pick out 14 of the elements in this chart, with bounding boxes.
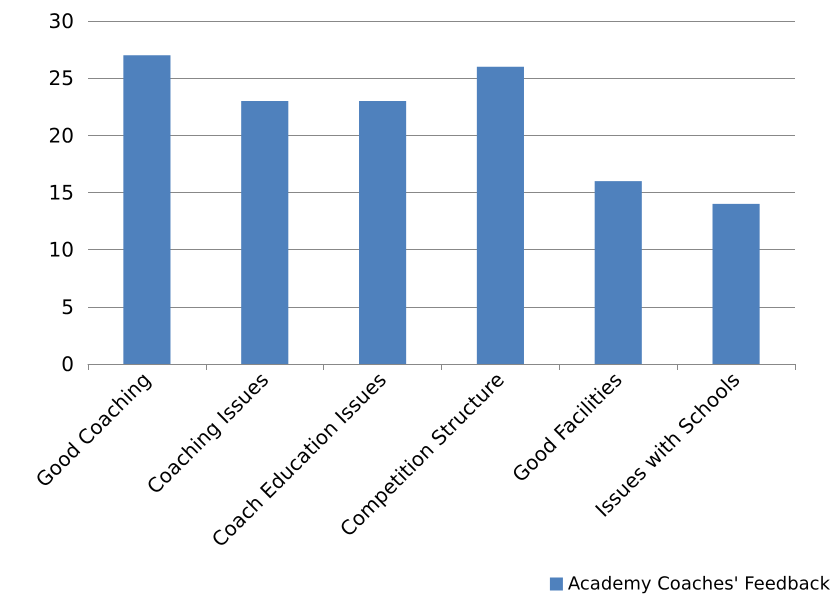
legend-label: Academy Coaches' Feedback <box>568 574 831 594</box>
bar <box>712 204 760 364</box>
y-tick-label: 20 <box>48 123 74 148</box>
y-tick-label: 5 <box>61 294 74 319</box>
bar <box>594 181 642 364</box>
bar <box>241 101 288 364</box>
y-tick-label: 10 <box>48 238 74 262</box>
y-tick-label: 30 <box>48 9 74 33</box>
y-tick-label: 25 <box>48 66 74 90</box>
y-tick-label: 0 <box>61 352 74 376</box>
bar <box>476 66 524 364</box>
bar <box>123 55 170 364</box>
y-tick-label: 15 <box>48 180 74 204</box>
bar <box>359 101 406 364</box>
